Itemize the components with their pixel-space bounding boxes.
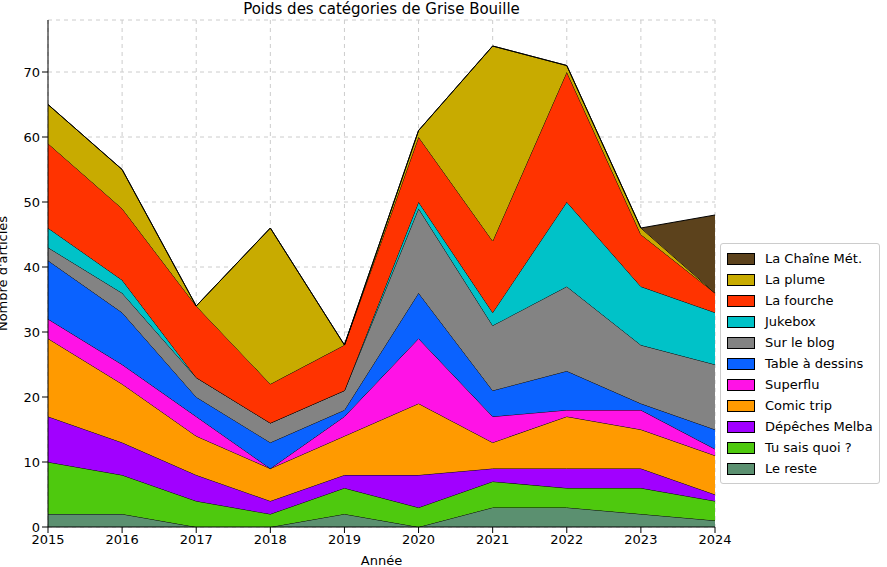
html-text:Sur le blog: Sur le blog	[765, 335, 835, 350]
svg-text:2016: 2016	[106, 532, 139, 547]
html-text:La plume: La plume	[765, 272, 826, 287]
html-text:La Chaîne Mét.: La Chaîne Mét.	[765, 251, 863, 266]
html-text:Le reste: Le reste	[765, 461, 818, 476]
svg-text:Nombre d'articles: Nombre d'articles	[8, 216, 10, 331]
svg-text:2019: 2019	[328, 532, 361, 547]
svg-text:0: 0	[32, 520, 40, 535]
svg-text:2021: 2021	[476, 532, 509, 547]
html-text:Superflu: Superflu	[765, 377, 820, 392]
svg-text:2022: 2022	[550, 532, 583, 547]
svg-text:2023: 2023	[624, 532, 657, 547]
svg-text:Année: Année	[361, 553, 402, 567]
svg-text:20: 20	[23, 390, 40, 405]
svg-text:30: 30	[23, 325, 40, 340]
html-text:Poids des catégories de Grise: Poids des catégories de Grise Bouille	[243, 0, 520, 18]
html-text:Table à dessins: Table à dessins	[765, 356, 864, 371]
svg-text:50: 50	[23, 195, 40, 210]
svg-text:2017: 2017	[180, 532, 213, 547]
html-text:Tu sais quoi ?: Tu sais quoi ?	[765, 440, 852, 455]
svg-text:60: 60	[23, 130, 40, 145]
svg-text:40: 40	[23, 260, 40, 275]
svg-text:10: 10	[23, 455, 40, 470]
html-text:Comic trip: Comic trip	[765, 398, 832, 413]
html-text:Dépêches Melba: Dépêches Melba	[765, 419, 873, 434]
svg-text:2018: 2018	[254, 532, 287, 547]
svg-text:70: 70	[23, 65, 40, 80]
html-text:La fourche: La fourche	[765, 293, 834, 308]
svg-text:2015: 2015	[31, 532, 65, 548]
svg-text:2024: 2024	[698, 532, 731, 547]
svg-text:2020: 2020	[402, 532, 435, 547]
html-text:Jukebox: Jukebox	[765, 314, 816, 329]
